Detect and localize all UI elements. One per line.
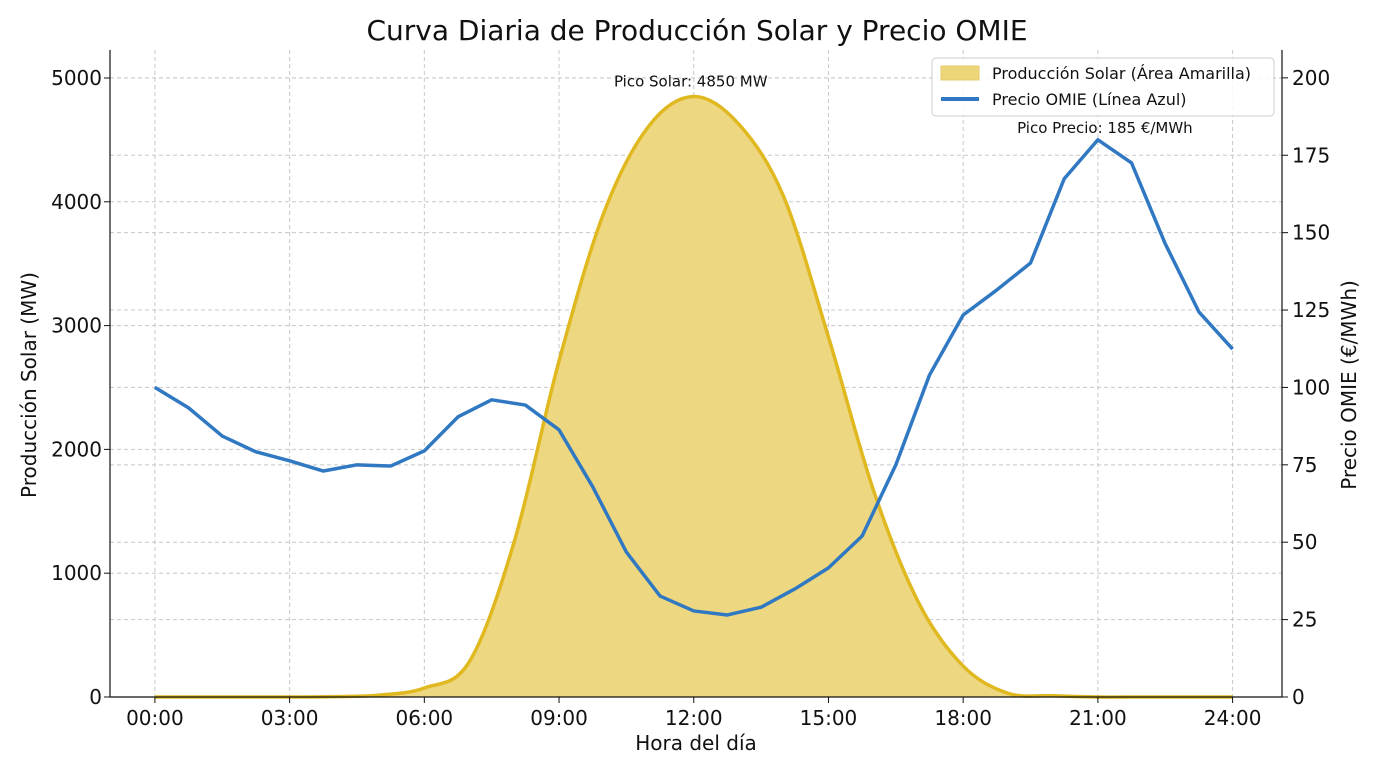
solar-area — [154, 96, 1233, 698]
y-tick-label-left: 3000 — [51, 314, 102, 338]
x-tick-label: 03:00 — [261, 706, 319, 730]
x-tick-label: 09:00 — [530, 706, 588, 730]
x-tick-label: 15:00 — [800, 706, 858, 730]
y-tick-label-left: 0 — [89, 685, 102, 709]
y-tick-label-right: 200 — [1292, 66, 1330, 90]
chart-title: Curva Diaria de Producción Solar y Preci… — [366, 14, 1027, 47]
y-tick-label-left: 4000 — [51, 190, 102, 214]
price-series — [153, 138, 1234, 617]
x-tick-label: 18:00 — [934, 706, 992, 730]
x-axis-label: Hora del día — [635, 731, 757, 755]
y-tick-label-right: 125 — [1292, 298, 1330, 322]
x-tick-label: 00:00 — [126, 706, 184, 730]
y-tick-label-right: 75 — [1292, 453, 1317, 477]
y-tick-label-right: 175 — [1292, 143, 1330, 167]
legend-label-solar: Producción Solar (Área Amarilla) — [992, 64, 1251, 83]
y-tick-label-left: 2000 — [51, 437, 102, 461]
legend-swatch-solar — [940, 65, 980, 81]
y-tick-label-left: 1000 — [51, 561, 102, 585]
axes: 00:00 03:00 06:00 09:00 12:00 15:00 18:00 21:00… — [51, 50, 1330, 730]
y-tick-label-right: 0 — [1292, 685, 1305, 709]
solar-line — [154, 94, 1233, 699]
x-tick-label: 21:00 — [1069, 706, 1127, 730]
legend: Producción Solar (Área Amarilla) Precio … — [931, 57, 1275, 117]
y-tick-label-right: 50 — [1292, 530, 1317, 554]
y-tick-label-right: 25 — [1292, 608, 1317, 632]
x-tick-label: 24:00 — [1204, 706, 1262, 730]
x-tick-label: 06:00 — [396, 706, 454, 730]
annotation-solar-peak: Pico Solar: 4850 MW — [614, 73, 768, 91]
legend-label-price: Precio OMIE (Línea Azul) — [992, 90, 1187, 109]
y-tick-label-right: 100 — [1292, 375, 1330, 399]
annotation-price-peak: Pico Precio: 185 €/MWh — [1017, 119, 1193, 137]
y-axis-label-left: Producción Solar (MW) — [17, 272, 41, 498]
y-tick-label-left: 5000 — [51, 66, 102, 90]
y-tick-label-right: 150 — [1292, 221, 1330, 245]
solar-series — [154, 94, 1233, 699]
y-axis-label-right: Precio OMIE (€/MWh) — [1337, 280, 1361, 490]
x-tick-label: 12:00 — [665, 706, 723, 730]
